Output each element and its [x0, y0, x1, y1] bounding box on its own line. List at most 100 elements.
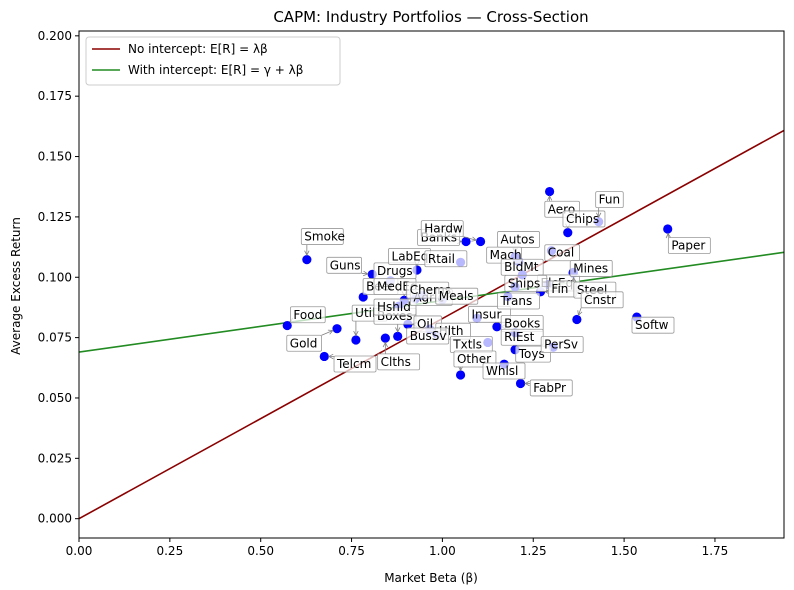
point-label-fin: Fin — [551, 282, 568, 296]
annotation-box-coal — [544, 244, 580, 262]
annotation-box-trans — [497, 292, 540, 310]
point-label-food: Food — [293, 308, 322, 322]
point-label-rtail: Rtail — [428, 252, 455, 266]
annotation-box-clths — [377, 353, 421, 371]
annotation-arrowhead-steel — [571, 276, 577, 283]
annotation-box-hshld — [373, 298, 417, 316]
data-point-boxes — [393, 331, 403, 342]
point-label-chips: Chips — [566, 212, 599, 226]
annotation-arrowhead-gold — [327, 329, 334, 335]
y-tick-label: 0.050 — [38, 391, 72, 405]
data-point-aero — [545, 186, 555, 197]
x-tick-label: 1.25 — [520, 544, 547, 558]
annotation-arrowhead-guns — [362, 270, 369, 277]
data-point-paper — [663, 224, 673, 234]
x-tick-label: 1.00 — [429, 544, 456, 558]
annotation-box-softw — [631, 316, 675, 334]
annotation-box-telcm — [333, 355, 377, 373]
annotation-box-paper — [667, 237, 711, 254]
annotation-arrowhead-fabpr — [524, 380, 530, 387]
point-label-coal: Coal — [548, 246, 574, 260]
point-label-whlsl: Whlsl — [486, 364, 518, 378]
data-point-gold — [332, 324, 342, 334]
point-label-other: Other — [457, 352, 491, 366]
annotation-box-gold — [286, 334, 322, 352]
point-label-guns: Guns — [330, 258, 361, 272]
point-label-cnstr: Cnstr — [584, 293, 616, 307]
point-label-mach: Mach — [490, 248, 522, 262]
annotation-box-fabpr — [529, 379, 573, 397]
annotation-arrowhead-clths — [382, 341, 388, 348]
x-axis-label: Market Beta (β) — [384, 571, 478, 585]
annotation-arrowhead-fun — [596, 212, 602, 219]
x-tick-label: 0.75 — [338, 544, 365, 558]
annotation-box-food — [290, 306, 326, 324]
data-point-other — [455, 370, 466, 380]
point-label-bussv: BusSv — [410, 329, 447, 343]
annotation-box-insur — [468, 305, 511, 323]
data-point-books — [492, 322, 502, 332]
annotation-arrowhead-aero — [546, 195, 553, 201]
annotation-box-hardw — [420, 220, 464, 237]
annotation-box-whlsl — [482, 362, 526, 380]
data-point-clths — [380, 333, 390, 343]
x-tick-label: 0.25 — [156, 544, 183, 558]
legend-frame — [85, 36, 341, 86]
annotation-box-guns — [326, 256, 362, 274]
y-tick-label: 0.025 — [38, 451, 72, 465]
annotation-box-smoke — [300, 228, 344, 245]
x-tick-label: 0.50 — [247, 544, 274, 558]
annotation-arrowhead-paper — [665, 232, 671, 239]
point-label-insur: Insur — [471, 307, 501, 321]
point-label-rlest: RlEst — [504, 330, 535, 344]
annotation-arrowhead-hardw — [471, 236, 478, 242]
point-label-clths: Clths — [381, 355, 411, 369]
point-label-fabpr: FabPr — [533, 381, 566, 395]
data-point-banks — [461, 236, 471, 247]
annotation-arrow-gold — [321, 330, 334, 336]
annotation-box-fun — [595, 191, 624, 209]
data-point-hardw — [475, 236, 486, 247]
y-tick-label: 0.125 — [38, 210, 72, 224]
annotation-box-chips — [562, 210, 606, 228]
point-label-toys: Toys — [518, 347, 545, 361]
data-point-chips — [563, 227, 573, 238]
y-tick-label: 0.000 — [38, 512, 72, 526]
annotation-arrow-guns — [361, 272, 368, 275]
point-label-telcm: Telcm — [336, 357, 371, 371]
data-point-fabpr — [515, 378, 526, 389]
plot-area: SmokeGunsFoodGoldTelcmClthsUtilBoxesBeer… — [38, 29, 785, 558]
point-label-smoke: Smoke — [304, 230, 345, 244]
y-axis-label: Average Excess Return — [9, 217, 23, 355]
point-label-mines: Mines — [573, 261, 608, 275]
annotation-box-bussv — [406, 327, 450, 345]
point-label-trans: Trans — [500, 294, 533, 308]
data-point-telcm — [319, 351, 329, 362]
annotation-arrow-cnstr — [578, 307, 582, 316]
data-point-smoke — [302, 255, 312, 265]
annotation-arrowhead-smoke — [304, 250, 310, 257]
plot-clipped-group: SmokeGunsFoodGoldTelcmClthsUtilBoxesBeer… — [79, 129, 784, 520]
point-label-ships: Ships — [508, 276, 540, 290]
y-tick-label: 0.150 — [38, 150, 72, 164]
y-tick-label: 0.200 — [38, 29, 72, 43]
point-label-autos: Autos — [501, 232, 535, 246]
annotation-arrowhead-telcm — [327, 353, 334, 360]
plot-frame — [78, 30, 785, 539]
legend: No intercept: E[R] = λβ With intercept: E… — [85, 36, 341, 86]
chart-title: CAPM: Industry Portfolios — Cross-Sectio… — [273, 8, 588, 26]
annotation-box-persv — [540, 336, 584, 353]
point-label-meals: Meals — [439, 289, 474, 303]
data-point-util — [351, 335, 361, 345]
point-label-bldmt: BldMt — [504, 260, 539, 274]
annotation-arrowhead-cnstr — [577, 310, 583, 317]
annotation-arrow-hardw — [463, 236, 477, 241]
point-label-labeq: LabEq — [392, 249, 429, 263]
point-label-gold: Gold — [290, 336, 318, 350]
x-tick-label: 0.00 — [66, 544, 93, 558]
annotation-arrowhead-fin — [544, 289, 550, 295]
point-label-hardw: Hardw — [424, 222, 463, 236]
annotation-arrowhead-util — [353, 330, 359, 337]
y-tick-label: 0.100 — [38, 270, 72, 284]
